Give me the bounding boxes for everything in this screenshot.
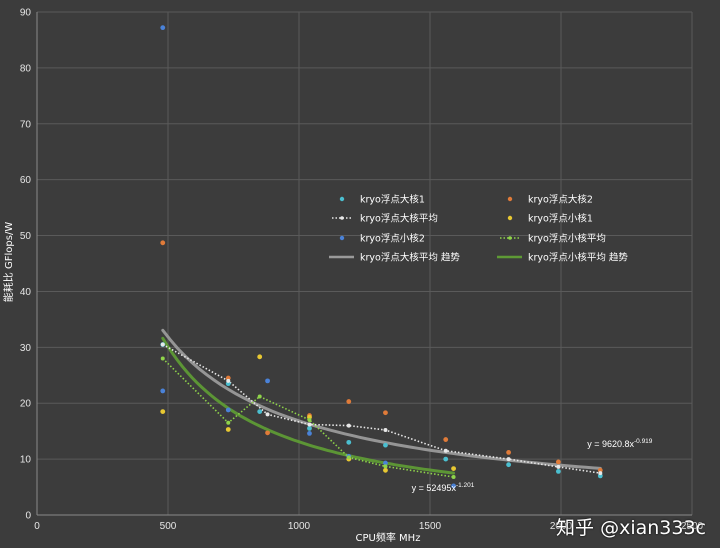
data-point-1-2 [265,430,270,436]
data-point-3-1 [225,427,231,432]
y-tick-label: 0 [25,511,31,522]
data-point-5-6 [451,474,456,479]
data-point-5-0 [160,356,165,361]
x-tick-label: 500 [160,521,177,532]
x-tick-label: 1000 [288,521,311,532]
data-point-2-3 [307,422,312,427]
trend-exponent: -1.201 [456,482,475,489]
data-point-0-2 [257,409,263,415]
grid-lines [37,11,693,516]
data-point-3-5 [383,467,388,473]
data-point-1-6 [443,437,449,442]
data-point-2-9 [598,471,603,476]
y-tick-label: 40 [20,287,32,298]
axes [36,12,692,516]
trend-equations: y = 9620.8x-0.919 y = 52495x-1.201 [412,438,653,493]
legend-label-2: kryo浮点大核平均 [360,213,438,225]
y-tick-label: 10 [20,455,32,466]
y-tick-label: 80 [20,63,32,74]
trend-exponent: -0.919 [634,438,653,445]
data-point-4-6 [383,460,388,466]
y-tick-label: 90 [20,8,32,19]
data-point-1-5 [383,410,388,416]
trend-equation-0: y = 9620.8x-0.919 [587,438,653,449]
y-tick-label: 60 [20,175,32,186]
data-point-0-5 [383,442,388,448]
trendlines [161,328,602,475]
data-point-4-1 [160,388,166,394]
x-tick-label: 2000 [550,521,573,532]
data-point-0-6 [443,456,449,462]
data-point-1-4 [346,399,352,404]
legend-marker-0 [339,196,345,202]
y-tick-label: 20 [20,399,32,410]
legend-label-3: kryo浮点小核1 [528,213,593,225]
x-tick-label: 1500 [419,521,442,532]
data-point-5-2 [257,394,262,399]
x-tick-label: 2500 [681,521,704,532]
data-point-4-4 [307,431,312,436]
legend-label-1: kryo浮点大核2 [528,194,593,206]
legend-label-0: kryo浮点大核1 [360,194,425,206]
legend-label-5: kryo浮点小核平均 [528,233,606,245]
legend-marker-dot-5 [508,236,512,240]
legend-label-4: kryo浮点小核2 [360,233,425,245]
data-point-2-2 [265,412,270,417]
trend-equation-1: y = 52495x-1.201 [412,482,475,493]
data-point-5-5 [383,464,388,469]
y-tick-label: 50 [20,231,32,242]
data-point-1-0 [160,240,166,246]
trendline-7 [161,336,456,475]
data-point-0-4 [346,439,352,445]
data-point-2-0 [160,342,165,347]
data-point-0-7 [506,462,511,468]
y-axis-label: 能耗比 GFlops/W [2,222,15,303]
data-point-3-0 [160,409,166,415]
legend-label-7: kryo浮点小核平均 趋势 [528,252,628,264]
x-axis-label: CPU频率 MHz [356,531,421,544]
data-point-2-4 [346,423,351,428]
tick-labels: 0 10 20 30 40 50 60 70 80 90 0 500 1000 1500 2000 2500 [20,8,704,533]
data-point-5-1 [226,420,231,425]
y-tick-label: 30 [20,343,32,354]
data-point-2-5 [383,428,388,433]
legend-marker-1 [507,196,513,202]
data-point-1-8 [555,459,561,465]
data-point-5-4 [346,455,351,460]
watermark: 知乎 @xian333c [556,517,706,539]
series-points [160,25,603,489]
legend-marker-dot-2 [340,216,344,220]
data-point-5-3 [307,417,312,422]
data-point-2-6 [443,448,448,453]
y-tick-label: 70 [20,119,32,130]
legend-label-6: kryo浮点大核平均 趋势 [360,252,460,264]
data-point-2-7 [506,457,511,462]
data-point-2-1 [226,378,231,383]
data-point-3-2 [257,354,263,360]
data-point-1-7 [506,450,511,455]
legend: kryo浮点大核1 kryo浮点大核2 kryo浮点大核平均 kryo浮点小核1 kry… [329,194,628,264]
legend-marker-4 [339,235,345,241]
data-point-2-8 [556,464,561,469]
data-point-3-6 [451,466,456,472]
data-point-4-3 [265,378,270,384]
data-point-4-7 [451,483,456,489]
data-point-0-8 [555,469,561,474]
data-point-0-3 [307,425,312,431]
x-tick-label: 0 [34,521,40,532]
legend-marker-3 [507,215,513,221]
data-point-4-2 [225,407,231,413]
data-point-4-0 [160,25,166,31]
trendline-6 [161,328,602,470]
